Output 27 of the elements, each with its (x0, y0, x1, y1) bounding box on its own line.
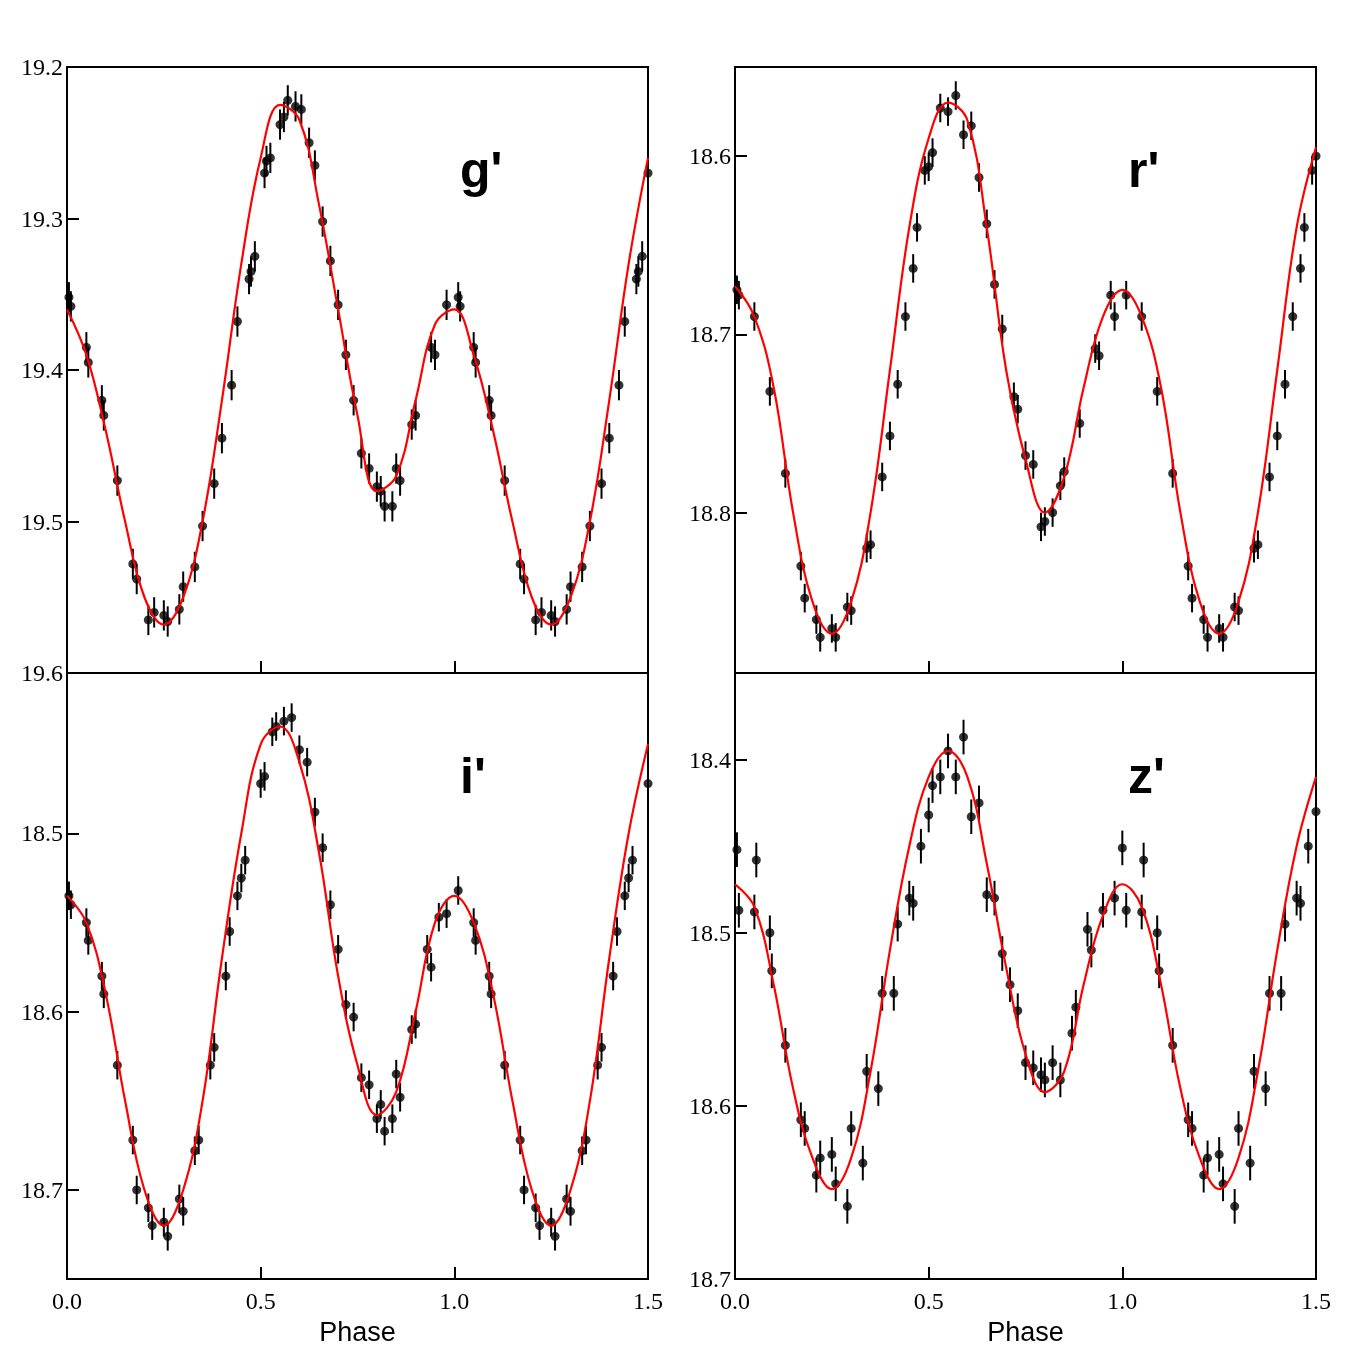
y-tick-label: 19.4 (21, 357, 63, 383)
x-tick-label: 1.5 (633, 1288, 663, 1315)
x-axis-title: Phase (319, 1316, 396, 1347)
x-axis-title: Phase (987, 1316, 1064, 1347)
y-tick-label: 18.5 (21, 820, 63, 847)
x-tick-label: 0.5 (913, 1288, 944, 1315)
text: i' (460, 748, 486, 804)
y-tick-label: 18.8 (689, 499, 731, 526)
y-tick-label: 18.6 (689, 143, 731, 170)
y-tick-label: 18.4 (689, 746, 731, 773)
y-tick-label: 19.3 (21, 205, 63, 232)
text: g' (460, 142, 503, 198)
y-tick-label: 19.6 (21, 660, 63, 686)
text: z' (1128, 748, 1165, 804)
y-tick-label: 18.6 (21, 998, 63, 1025)
y-tick-label: 18.7 (689, 321, 731, 348)
x-tick-label: 1.5 (1301, 1288, 1331, 1315)
y-tick-label: 19.5 (21, 508, 63, 535)
y-tick-label: 18.7 (21, 1176, 63, 1203)
y-tick-label: 18.5 (689, 919, 731, 946)
x-tick-label: 1.0 (1107, 1288, 1138, 1315)
x-tick-label: 0.5 (245, 1288, 276, 1315)
y-tick-label: 18.6 (689, 1092, 731, 1119)
x-tick-label: 1.0 (439, 1288, 470, 1315)
text: r' (1128, 142, 1160, 198)
y-tick-label: 19.2 (21, 54, 63, 80)
x-tick-label: 0.0 (52, 1288, 82, 1315)
